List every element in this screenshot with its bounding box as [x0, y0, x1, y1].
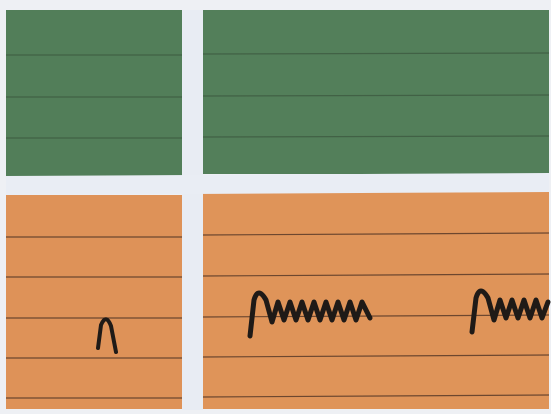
- orange-panel-left: [6, 195, 182, 409]
- rule: [202, 394, 550, 398]
- rule: [202, 94, 550, 97]
- green-panel-right: [203, 10, 549, 174]
- vertical-gutter: [182, 10, 203, 410]
- rule: [202, 52, 550, 55]
- scribble-zigzag-right: [469, 288, 551, 335]
- scribble-zigzag: [247, 290, 373, 339]
- green-panel-left: [6, 10, 182, 176]
- rule: [202, 354, 550, 358]
- scribbles: [96, 288, 551, 354]
- scribble-caret: [96, 317, 118, 354]
- rule: [202, 273, 550, 277]
- orange-panel-right: [203, 192, 549, 409]
- orange-rules: [6, 232, 550, 399]
- horizontal-gutter: [6, 173, 549, 195]
- green-rules: [6, 52, 550, 139]
- rule: [202, 232, 550, 236]
- rule: [202, 135, 550, 138]
